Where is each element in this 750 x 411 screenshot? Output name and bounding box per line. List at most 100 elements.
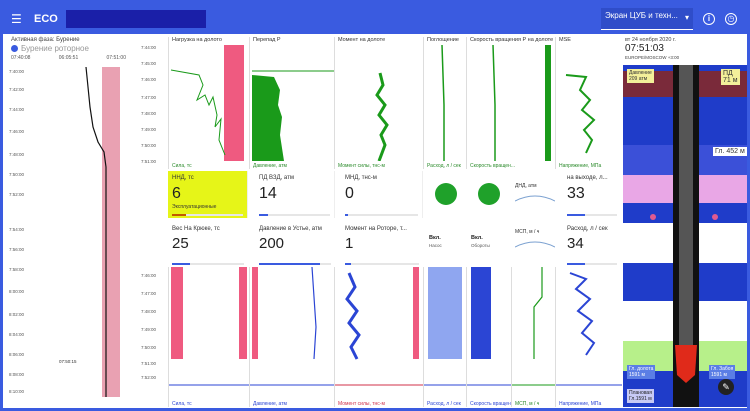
card-rotor-torque[interactable]: Момент на Роторе, т... 1 xyxy=(341,223,423,265)
plot-line xyxy=(492,45,496,161)
top-bar: ☰ ECO Экран ЦУБ и техн... ▾ i ◷ xyxy=(3,3,747,34)
chart-footer: Расход, л / сек xyxy=(427,401,461,407)
chart-pressure-drop: Перепад Р Давление, атм xyxy=(249,37,334,169)
msp-gauge xyxy=(515,241,555,248)
chart-rotation-speed: Скорость вращения Р на долоте Скорость в… xyxy=(466,37,554,169)
casing-marker xyxy=(712,214,718,220)
bit-torque-plot xyxy=(375,72,389,161)
time-tick: 7:48:00 xyxy=(141,111,157,116)
left-tick: 8:00:00 xyxy=(9,289,25,294)
card-title: ПД ВЗД, атм xyxy=(259,175,294,181)
card-value: 0 xyxy=(345,185,354,202)
chart-rotor-torque: 0 10 20 Момент силы, тнс-м xyxy=(334,267,423,407)
chart-footer: Момент силы, тнс-м xyxy=(338,163,385,169)
casing-marker xyxy=(650,214,656,220)
card-title: ННД, тс xyxy=(172,175,194,181)
left-tick: 8:10:00 xyxy=(9,389,25,394)
card-title: Давление в Устье, атм xyxy=(259,226,322,232)
plot-area xyxy=(471,267,491,359)
card-title: на выходе, л... xyxy=(567,175,608,181)
card-outflow[interactable]: на выходе, л... 33 xyxy=(563,171,621,218)
card-title: Расход, л / сек xyxy=(567,226,608,232)
plot-line xyxy=(565,74,596,154)
left-tick: 7:52:00 xyxy=(9,192,25,197)
timezone: EUROPE/MOSCOW +3:00 xyxy=(625,55,680,60)
time-tick: 7:50:00 xyxy=(141,143,157,148)
current-date: вт 24 ноября 2020 г. xyxy=(625,37,676,43)
pressure-tag: Давление 209 атм xyxy=(627,69,654,83)
chart-title: Момент на долоте xyxy=(338,37,386,43)
chart-bit-load: Нагрузка на долото Сила, тс xyxy=(168,37,248,169)
screen-select[interactable]: Экран ЦУБ и техн... ▾ xyxy=(601,7,693,30)
card-flow-rate[interactable]: Расход, л / сек 34 xyxy=(563,223,621,265)
card-hook-weight[interactable]: Вес На Крюке, тс 25 xyxy=(168,223,248,265)
dnd-gauge xyxy=(515,195,555,202)
card-value: 1 xyxy=(345,235,354,252)
card-pd-vzd[interactable]: ПД ВЗД, атм 14 xyxy=(255,171,335,218)
left-tick: 8:06:00 xyxy=(9,352,25,357)
left-tick: 7:44:00 xyxy=(9,107,25,112)
plot-area xyxy=(252,75,284,161)
edit-pen-icon[interactable]: ✎ xyxy=(718,379,734,395)
card-progress xyxy=(345,214,418,216)
card-progress-fill xyxy=(172,214,187,216)
rotor-torque-plot: 0 10 20 xyxy=(335,267,423,386)
depth-line xyxy=(85,67,107,397)
pump-flow-plot: 0 20 40 xyxy=(424,267,466,386)
time-tick: 7:51:00 xyxy=(141,159,157,164)
current-time: 07:51:03 xyxy=(625,43,664,54)
card-value: 200 xyxy=(259,235,285,252)
card-progress xyxy=(345,263,419,265)
card-progress xyxy=(172,214,243,216)
left-depth-chart xyxy=(85,67,120,397)
left-tick: 7:50:00 xyxy=(9,172,25,177)
left-tick: 7:40:00 xyxy=(9,69,25,74)
card-value: 6 xyxy=(172,185,181,202)
chart-footer: Сила, тс xyxy=(172,401,192,407)
chart-footer: МСП, м / ч xyxy=(515,401,540,407)
chevron-down-icon: ▾ xyxy=(684,12,689,22)
card-dnd[interactable]: ДНД, атм xyxy=(511,171,555,218)
pump-status: Вкл. xyxy=(429,235,441,241)
card-title: ДНД, атм xyxy=(515,183,537,189)
chart-title: Скорость вращения Р на долоте xyxy=(470,37,554,43)
plot-band xyxy=(224,45,244,161)
chart-msp: 0 20 40 МСП, м / ч xyxy=(511,267,556,407)
card-msp[interactable]: МСП, м / ч xyxy=(511,223,555,265)
card-progress-fill xyxy=(567,214,585,216)
info-icon[interactable]: i xyxy=(703,12,715,25)
time-end: 07:51:00 xyxy=(106,55,126,61)
depth-gl-tag: Гл. 452 м xyxy=(713,147,747,156)
chart-footer: Напряжение, МПа xyxy=(559,401,602,407)
card-progress-fill xyxy=(259,214,268,216)
brand-label: ECO xyxy=(34,12,58,25)
active-phase-label: Активная фаза: Бурение xyxy=(11,37,80,43)
card-bit-load[interactable]: ННД, тс 6 Эксплуатационные xyxy=(168,171,248,218)
rotation-label: Обороты xyxy=(471,243,490,248)
bit-depth-tag: Гл. долота 1591 м xyxy=(627,365,656,379)
card-mnd[interactable]: МНД, тнс-м 0 xyxy=(341,171,423,218)
plot-line xyxy=(441,45,445,161)
hook-weight-plot: 0 50 100 xyxy=(169,267,249,386)
time-tick: 7:49:00 xyxy=(141,127,157,132)
left-tick: 7:42:00 xyxy=(9,87,25,92)
chart-footer: Давление, атм xyxy=(253,163,287,169)
menu-icon[interactable]: ☰ xyxy=(11,11,22,26)
card-progress xyxy=(259,263,331,265)
pump-label: Насос xyxy=(429,243,442,248)
card-progress-fill xyxy=(259,263,321,265)
clock-icon[interactable]: ◷ xyxy=(725,12,737,25)
plot-area xyxy=(428,267,462,359)
card-progress xyxy=(172,263,244,265)
chart-footer: Момент силы, тнс-м xyxy=(338,401,385,407)
time-range: 07:40:08 06:05:51 07:51:00 xyxy=(11,55,126,61)
chart-title: Поглощение xyxy=(427,37,459,43)
card-subtitle: Эксплуатационные xyxy=(172,204,217,210)
chart-footer: Расход, л / сек xyxy=(427,163,461,169)
operations-list xyxy=(27,67,82,397)
card-wellhead-pressure[interactable]: Давление в Устье, атм 200 xyxy=(255,223,335,265)
time-marker: 07:50:15 xyxy=(59,359,77,364)
plot-band xyxy=(413,267,419,359)
plot-band xyxy=(239,267,247,359)
activity-panel: Активная фаза: Бурение Бурение роторное … xyxy=(9,37,127,405)
